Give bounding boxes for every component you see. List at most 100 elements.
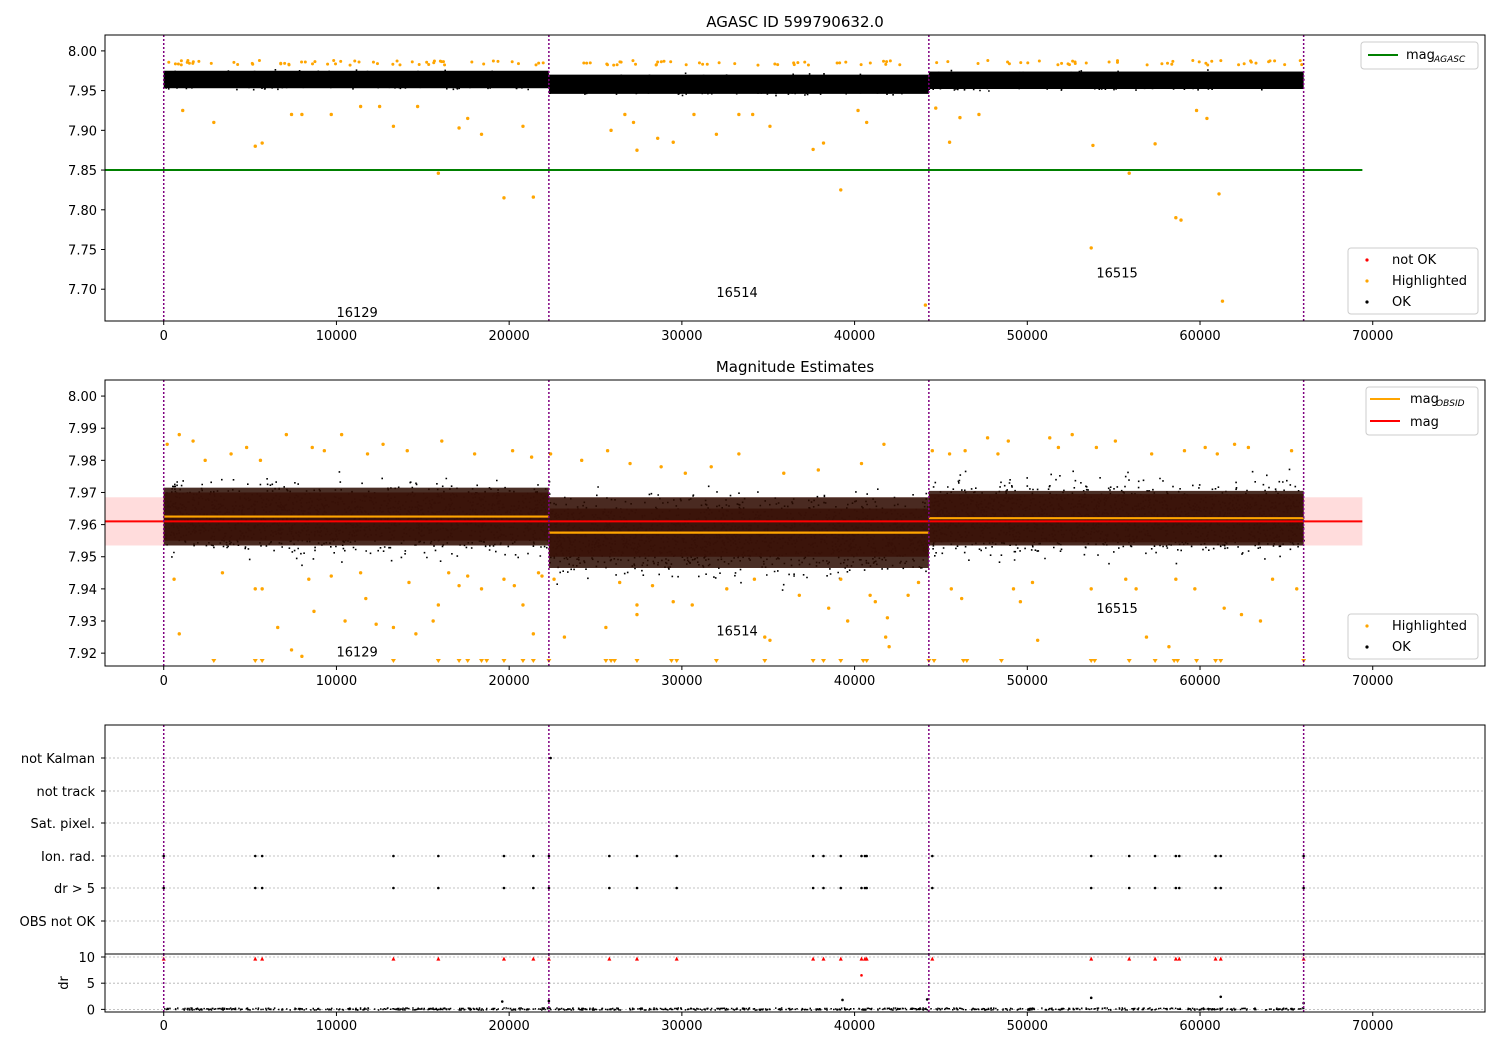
panel3-flag-point — [931, 854, 934, 858]
panel1-x-tick-label: 30000 — [661, 329, 702, 344]
panel2-highlighted-point — [1270, 577, 1275, 581]
panel1-highlighted-point — [1174, 216, 1178, 220]
panel2-below-range-marker — [820, 659, 826, 663]
panel2-below-range-marker — [530, 659, 536, 663]
panel2-highlighted-point — [816, 468, 821, 472]
panel4-clipped-marker — [501, 956, 506, 961]
panel2-below-range-marker — [390, 659, 396, 663]
panel1-highlighted-point — [1006, 60, 1010, 64]
panel1-highlighted-point — [300, 60, 304, 64]
panel4-dr-points — [164, 1007, 1305, 1011]
legend-label-mag-obsid: mag — [1410, 392, 1439, 407]
panel1-highlighted-point — [844, 60, 848, 64]
panel2-y-tick-label: 7.99 — [68, 422, 97, 437]
panel1-highlighted-point — [618, 60, 622, 64]
panel3-flag-point — [865, 854, 868, 858]
panel1-highlighted-point — [669, 60, 673, 64]
panel2-below-range-marker — [864, 659, 870, 663]
panel2-highlighted-point — [502, 577, 506, 581]
panel2-y-tick-label: 7.96 — [68, 519, 97, 534]
panel1-highlighted-point — [287, 63, 291, 67]
panel2-highlighted-point — [885, 616, 890, 620]
panel2-highlighted-point — [220, 571, 225, 575]
panel2-highlighted-point — [365, 452, 370, 456]
panel1-x-tick-label: 70000 — [1352, 329, 1393, 344]
panel3-flag-point — [162, 854, 166, 858]
panel1-highlighted-point — [796, 61, 800, 65]
panel1-highlighted-point — [253, 144, 257, 148]
panel1-highlighted-point — [232, 60, 236, 64]
panel1-highlighted-point — [1091, 143, 1095, 148]
panel2-highlighted-point — [229, 452, 233, 456]
panel3-flag-point — [392, 854, 395, 858]
panel2-highlighted-point — [859, 461, 864, 466]
panel3-flag-point — [860, 854, 863, 858]
panel2-below-range-marker — [435, 659, 441, 663]
panel1-highlighted-point — [334, 62, 338, 66]
panel1-highlighted-point — [1060, 61, 1064, 65]
panel2-frame — [104, 379, 1486, 667]
panel2-highlighted-point — [322, 448, 327, 453]
panel1-highlighted-point — [167, 60, 171, 64]
panel1-highlighted-point — [750, 112, 755, 117]
panel2-title: Magnitude Estimates — [716, 358, 874, 376]
legend-label-highlighted: Highlighted — [1392, 619, 1467, 634]
panel3-flag-point — [392, 886, 395, 890]
panel3-flag-point — [1089, 886, 1093, 890]
panel2-highlighted-point — [457, 583, 461, 588]
panel3-flag-label: Sat. pixel. — [31, 817, 95, 832]
panel1-highlighted-point — [656, 60, 660, 64]
panel2-below-range-marker — [669, 659, 675, 663]
panel4-clipped-marker — [260, 956, 265, 961]
panel2-y-tick-label: 8.00 — [68, 390, 97, 405]
panel3-flag-point — [822, 854, 825, 858]
panel2-below-range-marker — [252, 659, 258, 663]
panel1-y-tick-label: 7.95 — [68, 85, 97, 100]
panel2-highlighted-point — [826, 606, 831, 610]
panel1-highlighted-point — [289, 112, 294, 117]
panel2-below-range-marker — [1152, 659, 1158, 663]
panel1-highlighted-point — [427, 62, 431, 66]
panel1-highlighted-point — [250, 61, 254, 65]
panel2-highlighted-point — [1113, 439, 1118, 443]
panel2-highlighted-point — [289, 648, 294, 652]
panel1-highlighted-point — [935, 61, 939, 65]
panel1-highlighted-point — [502, 196, 506, 200]
panel1-highlighted-point — [1107, 60, 1111, 64]
panel2-highlighted-point — [1258, 619, 1263, 623]
panel1-highlighted-point — [313, 60, 317, 64]
panel1-highlighted-point — [479, 132, 484, 137]
panel2-highlighted-point — [949, 587, 954, 591]
panel1-highlighted-point — [701, 62, 705, 66]
panel2-highlighted-point — [177, 632, 181, 636]
panel1-ok-points — [163, 69, 551, 91]
panel4-dr-outlier — [500, 1000, 504, 1003]
panel4-x-tick-label: 70000 — [1352, 1019, 1393, 1034]
panel2-highlighted-point — [310, 445, 314, 450]
panel2-highlighted-point — [873, 600, 878, 604]
panel1-ok-points — [928, 69, 1305, 92]
panel1-highlighted-point — [438, 59, 442, 63]
legend-label-ok: OK — [1392, 640, 1411, 655]
panel2-highlighted-point — [562, 635, 567, 639]
panel2-highlighted-point — [916, 580, 921, 585]
panel2-below-range-marker — [810, 659, 816, 663]
panel2-highlighted-point — [628, 461, 632, 466]
panel3-flag-label: OBS not OK — [20, 915, 96, 930]
panel2-highlighted-point — [1167, 645, 1171, 649]
panel2-highlighted-point — [343, 619, 347, 623]
panel3-flag-point — [1214, 886, 1217, 890]
panel3-flag-point — [675, 886, 678, 890]
panel2-highlighted-point — [659, 465, 663, 469]
panel1-highlighted-point — [181, 108, 185, 113]
panel1-highlighted-point — [283, 61, 287, 65]
panel1-highlighted-point — [588, 61, 592, 65]
panel4-dr-outlier — [1089, 996, 1093, 1000]
panel1-highlighted-point — [692, 112, 696, 117]
panel3-flag-point — [811, 886, 815, 890]
panel1-highlighted-point — [898, 63, 902, 67]
panel1-highlighted-point — [885, 60, 889, 64]
panel1-x-tick-label: 40000 — [834, 329, 875, 344]
panel2-y-tick-label: 7.97 — [68, 486, 97, 501]
panel2-below-range-marker — [501, 659, 507, 663]
